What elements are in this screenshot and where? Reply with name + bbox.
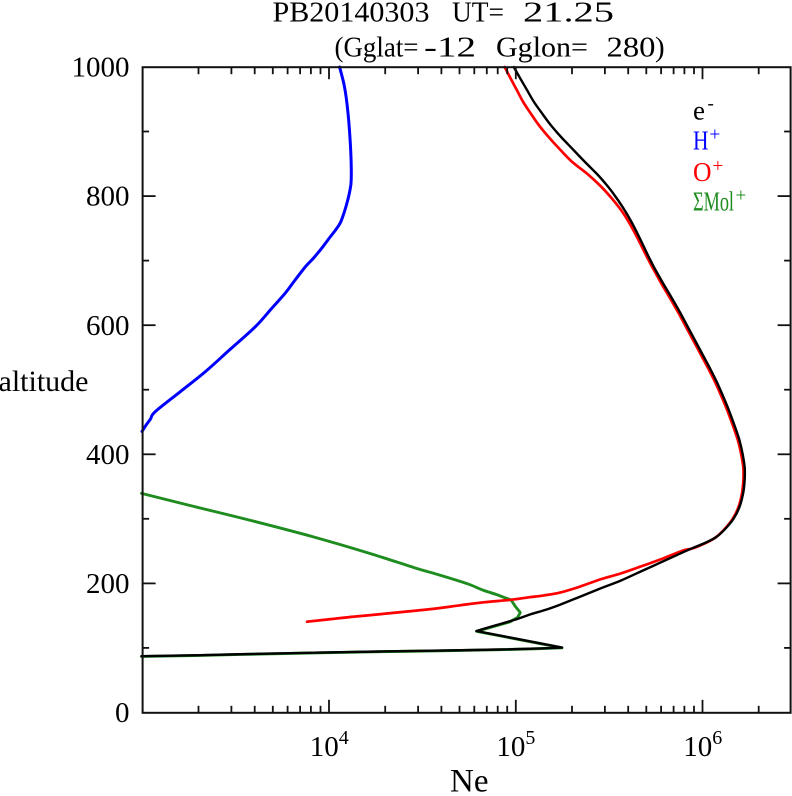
svg-text:-: - <box>708 94 714 115</box>
svg-text:UT=: UT= <box>452 0 504 29</box>
svg-text:200: 200 <box>86 568 130 600</box>
svg-text:400: 400 <box>86 439 130 471</box>
svg-text:-12: -12 <box>424 32 476 64</box>
svg-text:e: e <box>693 96 705 126</box>
svg-text:600: 600 <box>86 310 130 342</box>
svg-text:280: 280 <box>607 32 656 64</box>
svg-text:altitude: altitude <box>0 365 88 398</box>
svg-text:800: 800 <box>86 181 130 213</box>
svg-text:(Gglat=: (Gglat= <box>335 32 419 64</box>
svg-text:0: 0 <box>115 697 130 729</box>
svg-text:): ) <box>655 32 665 64</box>
svg-text:O: O <box>693 157 712 187</box>
svg-text:+: + <box>713 156 724 177</box>
svg-text:Gglon=: Gglon= <box>496 32 588 64</box>
svg-text:H: H <box>693 126 709 156</box>
svg-text:ΣMol: ΣMol <box>693 186 734 216</box>
svg-text:PB20140303: PB20140303 <box>273 0 430 29</box>
svg-text:1000: 1000 <box>72 52 130 84</box>
svg-text:Ne: Ne <box>450 764 488 796</box>
svg-text:+: + <box>736 185 747 206</box>
svg-text:+: + <box>710 125 721 146</box>
svg-text:21.25: 21.25 <box>523 0 614 29</box>
